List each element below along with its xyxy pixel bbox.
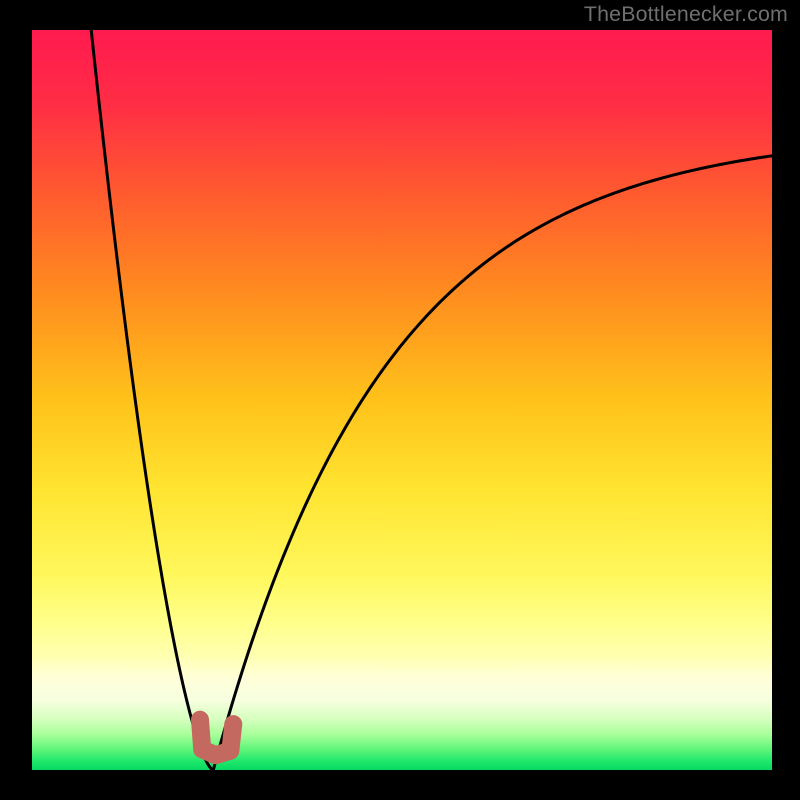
bottleneck-curve-plot (32, 30, 772, 770)
plot-svg (32, 30, 772, 770)
gradient-background (32, 30, 772, 770)
